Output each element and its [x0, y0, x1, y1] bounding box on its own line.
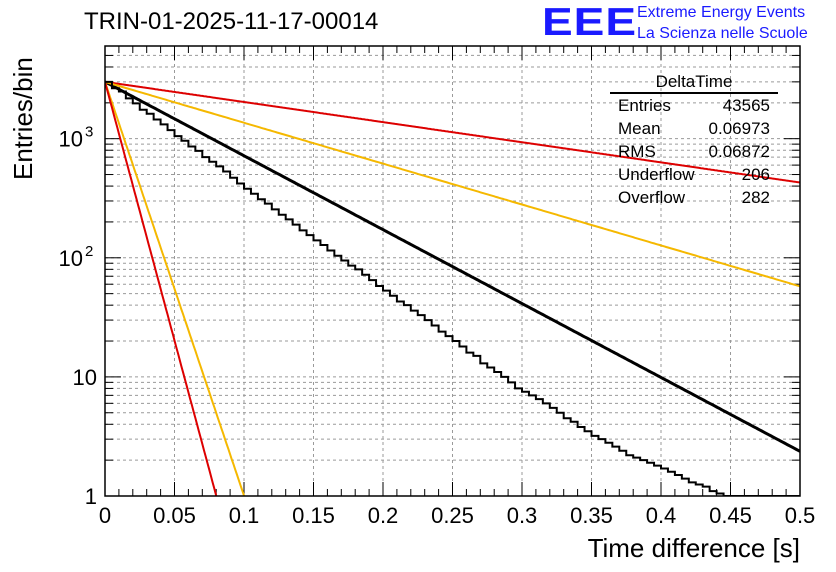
x-axis-label: Time difference [s]: [587, 533, 800, 563]
y-tick-label: 1: [85, 484, 97, 509]
x-tick-label: 0.3: [507, 503, 538, 528]
y-tick-label-exponent: 2: [85, 243, 93, 260]
stats-label: Entries: [618, 96, 671, 115]
x-tick-label: 0.35: [570, 503, 613, 528]
x-tick-label: 0.5: [785, 503, 816, 528]
chart-title: TRIN-01-2025-11-17-00014: [84, 8, 379, 35]
stats-label: RMS: [618, 142, 656, 161]
y-tick-label: 10: [59, 127, 83, 152]
stats-value: 206: [741, 165, 770, 184]
x-tick-label: 0: [99, 503, 111, 528]
stats-label: Overflow: [618, 188, 686, 207]
x-tick-label: 0.45: [709, 503, 752, 528]
x-tick-label: 0.1: [229, 503, 260, 528]
y-axis-label: Entries/bin: [8, 57, 38, 180]
logo-line-2: La Scienza nelle Scuole: [637, 25, 808, 42]
stats-row-mean: Mean 0.06973: [610, 117, 778, 140]
y-tick-label: 10: [73, 365, 97, 390]
x-tick-label: 0.05: [153, 503, 196, 528]
stats-title: DeltaTime: [610, 72, 778, 94]
stats-label: Underflow: [618, 165, 695, 184]
stats-row-overflow: Overflow 282: [610, 186, 778, 209]
logo-line-1: Extreme Energy Events: [637, 4, 806, 21]
stats-box: DeltaTime Entries 43565 Mean 0.06973 RMS…: [610, 72, 778, 209]
y-tick-label: 10: [59, 246, 83, 271]
curve-red-slow: [105, 80, 800, 184]
y-tick-label-exponent: 3: [85, 124, 93, 141]
stats-row-underflow: Underflow 206: [610, 163, 778, 186]
stats-value: 0.06872: [708, 142, 770, 161]
x-tick-label: 0.4: [646, 503, 677, 528]
curve-orange-fast: [105, 81, 246, 496]
plot-frame: [104, 45, 801, 497]
histogram-deltatime: [105, 80, 800, 496]
x-tick-label: 0.2: [368, 503, 399, 528]
stats-row-rms: RMS 0.06872: [610, 140, 778, 163]
x-tick-label: 0.15: [292, 503, 335, 528]
eee-logo: EEE: [542, 0, 638, 44]
curve-fit: [105, 80, 800, 453]
stats-label: Mean: [618, 119, 661, 138]
stats-value: 0.06973: [708, 119, 770, 138]
stats-row-entries: Entries 43565: [610, 94, 778, 117]
curve-red-fast: [105, 81, 218, 496]
x-tick-label: 0.25: [431, 503, 474, 528]
stats-value: 282: [741, 188, 770, 207]
curve-orange-slow: [105, 80, 800, 288]
stats-value: 43565: [722, 96, 770, 115]
